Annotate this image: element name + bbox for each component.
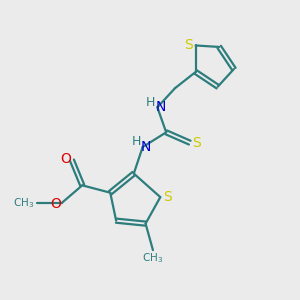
Text: CH$_3$: CH$_3$	[142, 252, 164, 266]
Text: S: S	[184, 38, 193, 52]
Text: S: S	[163, 190, 172, 204]
Text: N: N	[156, 100, 166, 114]
Text: CH$_3$: CH$_3$	[13, 196, 34, 210]
Text: N: N	[141, 140, 152, 154]
Text: S: S	[192, 136, 201, 150]
Text: O: O	[60, 152, 71, 166]
Text: H: H	[131, 135, 141, 148]
Text: O: O	[50, 197, 61, 212]
Text: H: H	[146, 95, 156, 109]
